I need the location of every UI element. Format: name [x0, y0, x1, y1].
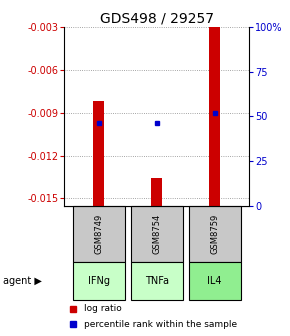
Bar [209, 27, 220, 206]
Text: IL4: IL4 [207, 276, 222, 286]
Bar [72, 262, 125, 300]
Bar [72, 206, 125, 262]
Title: GDS498 / 29257: GDS498 / 29257 [99, 12, 214, 26]
Text: IFNg: IFNg [88, 276, 110, 286]
Bar [130, 262, 183, 300]
Bar [93, 101, 104, 206]
Bar [130, 206, 183, 262]
Text: GSM8754: GSM8754 [152, 214, 161, 254]
Text: percentile rank within the sample: percentile rank within the sample [84, 320, 237, 329]
Text: GSM8749: GSM8749 [94, 214, 103, 254]
Bar [151, 178, 162, 206]
Text: log ratio: log ratio [84, 304, 122, 313]
Text: TNFa: TNFa [145, 276, 168, 286]
Bar [188, 262, 241, 300]
Text: GSM8759: GSM8759 [210, 214, 219, 254]
Bar [188, 206, 241, 262]
Text: agent ▶: agent ▶ [3, 276, 41, 286]
